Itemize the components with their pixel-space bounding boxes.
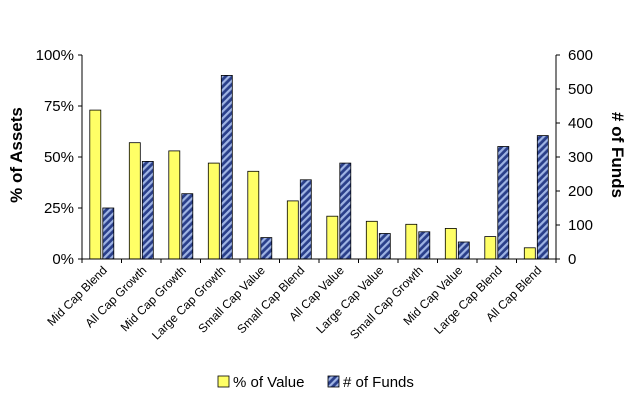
bar-value-8 [405, 223, 418, 260]
bar-value-11 [523, 247, 536, 260]
left-tick-label: 0% [52, 251, 74, 268]
bar-value-9 [444, 227, 457, 260]
x-tick-label: Small Cap Value [195, 263, 268, 336]
x-tick-label: Small Cap Growth [347, 263, 426, 342]
x-tick-label: Large Cap Value [313, 263, 386, 336]
right-tick-label: 500 [568, 81, 593, 98]
bar-funds-9 [457, 241, 470, 260]
right-tick-label: 600 [568, 47, 593, 64]
left-tick-label: 50% [44, 149, 74, 166]
right-axis-title: # of Funds [608, 112, 627, 198]
bar-funds-3 [220, 75, 233, 260]
bar-funds-5 [299, 179, 312, 260]
bar-value-0 [89, 109, 102, 260]
bar-funds-11 [536, 135, 549, 260]
bar-funds-10 [497, 146, 510, 260]
bar-value-10 [484, 236, 497, 260]
right-y-axis: 0 100 200 300 400 500 600 [555, 47, 593, 268]
legend-label-funds: # of Funds [343, 374, 414, 391]
bar-value-1 [128, 142, 141, 260]
right-tick-label: 0 [568, 251, 576, 268]
right-tick-label: 200 [568, 183, 593, 200]
left-tick-label: 100% [36, 47, 74, 64]
x-tick-label: Small Cap Blend [234, 263, 307, 336]
bar-value-5 [286, 200, 299, 260]
bar-value-4 [247, 170, 260, 260]
right-tick-label: 100 [568, 217, 593, 234]
bar-funds-8 [418, 231, 431, 260]
left-y-axis: 0% 25% 50% 75% 100% [36, 47, 83, 268]
legend-label-value: % of Value [233, 374, 304, 391]
bar-value-6 [326, 215, 339, 260]
right-tick-label: 300 [568, 149, 593, 166]
x-tick-label: Large Cap Blend [431, 263, 505, 337]
legend-swatch-value [217, 375, 230, 388]
bar-value-7 [365, 220, 378, 260]
legend-swatch-funds [327, 375, 340, 388]
bar-funds-4 [260, 237, 273, 260]
bar-funds-7 [378, 233, 391, 260]
bar-funds-6 [339, 162, 352, 260]
right-tick-label: 400 [568, 115, 593, 132]
x-tick-label: Large Cap Growth [149, 263, 228, 342]
legend: % of Value # of Funds [217, 374, 414, 391]
left-axis-title: % of Assets [7, 107, 26, 203]
bar-funds-1 [141, 160, 154, 260]
bar-value-2 [168, 150, 181, 260]
bar-funds-2 [181, 193, 194, 260]
left-tick-label: 75% [44, 98, 74, 115]
plot-area [89, 75, 549, 260]
bar-value-3 [207, 162, 220, 260]
left-tick-label: 25% [44, 200, 74, 217]
bar-funds-0 [102, 207, 115, 260]
